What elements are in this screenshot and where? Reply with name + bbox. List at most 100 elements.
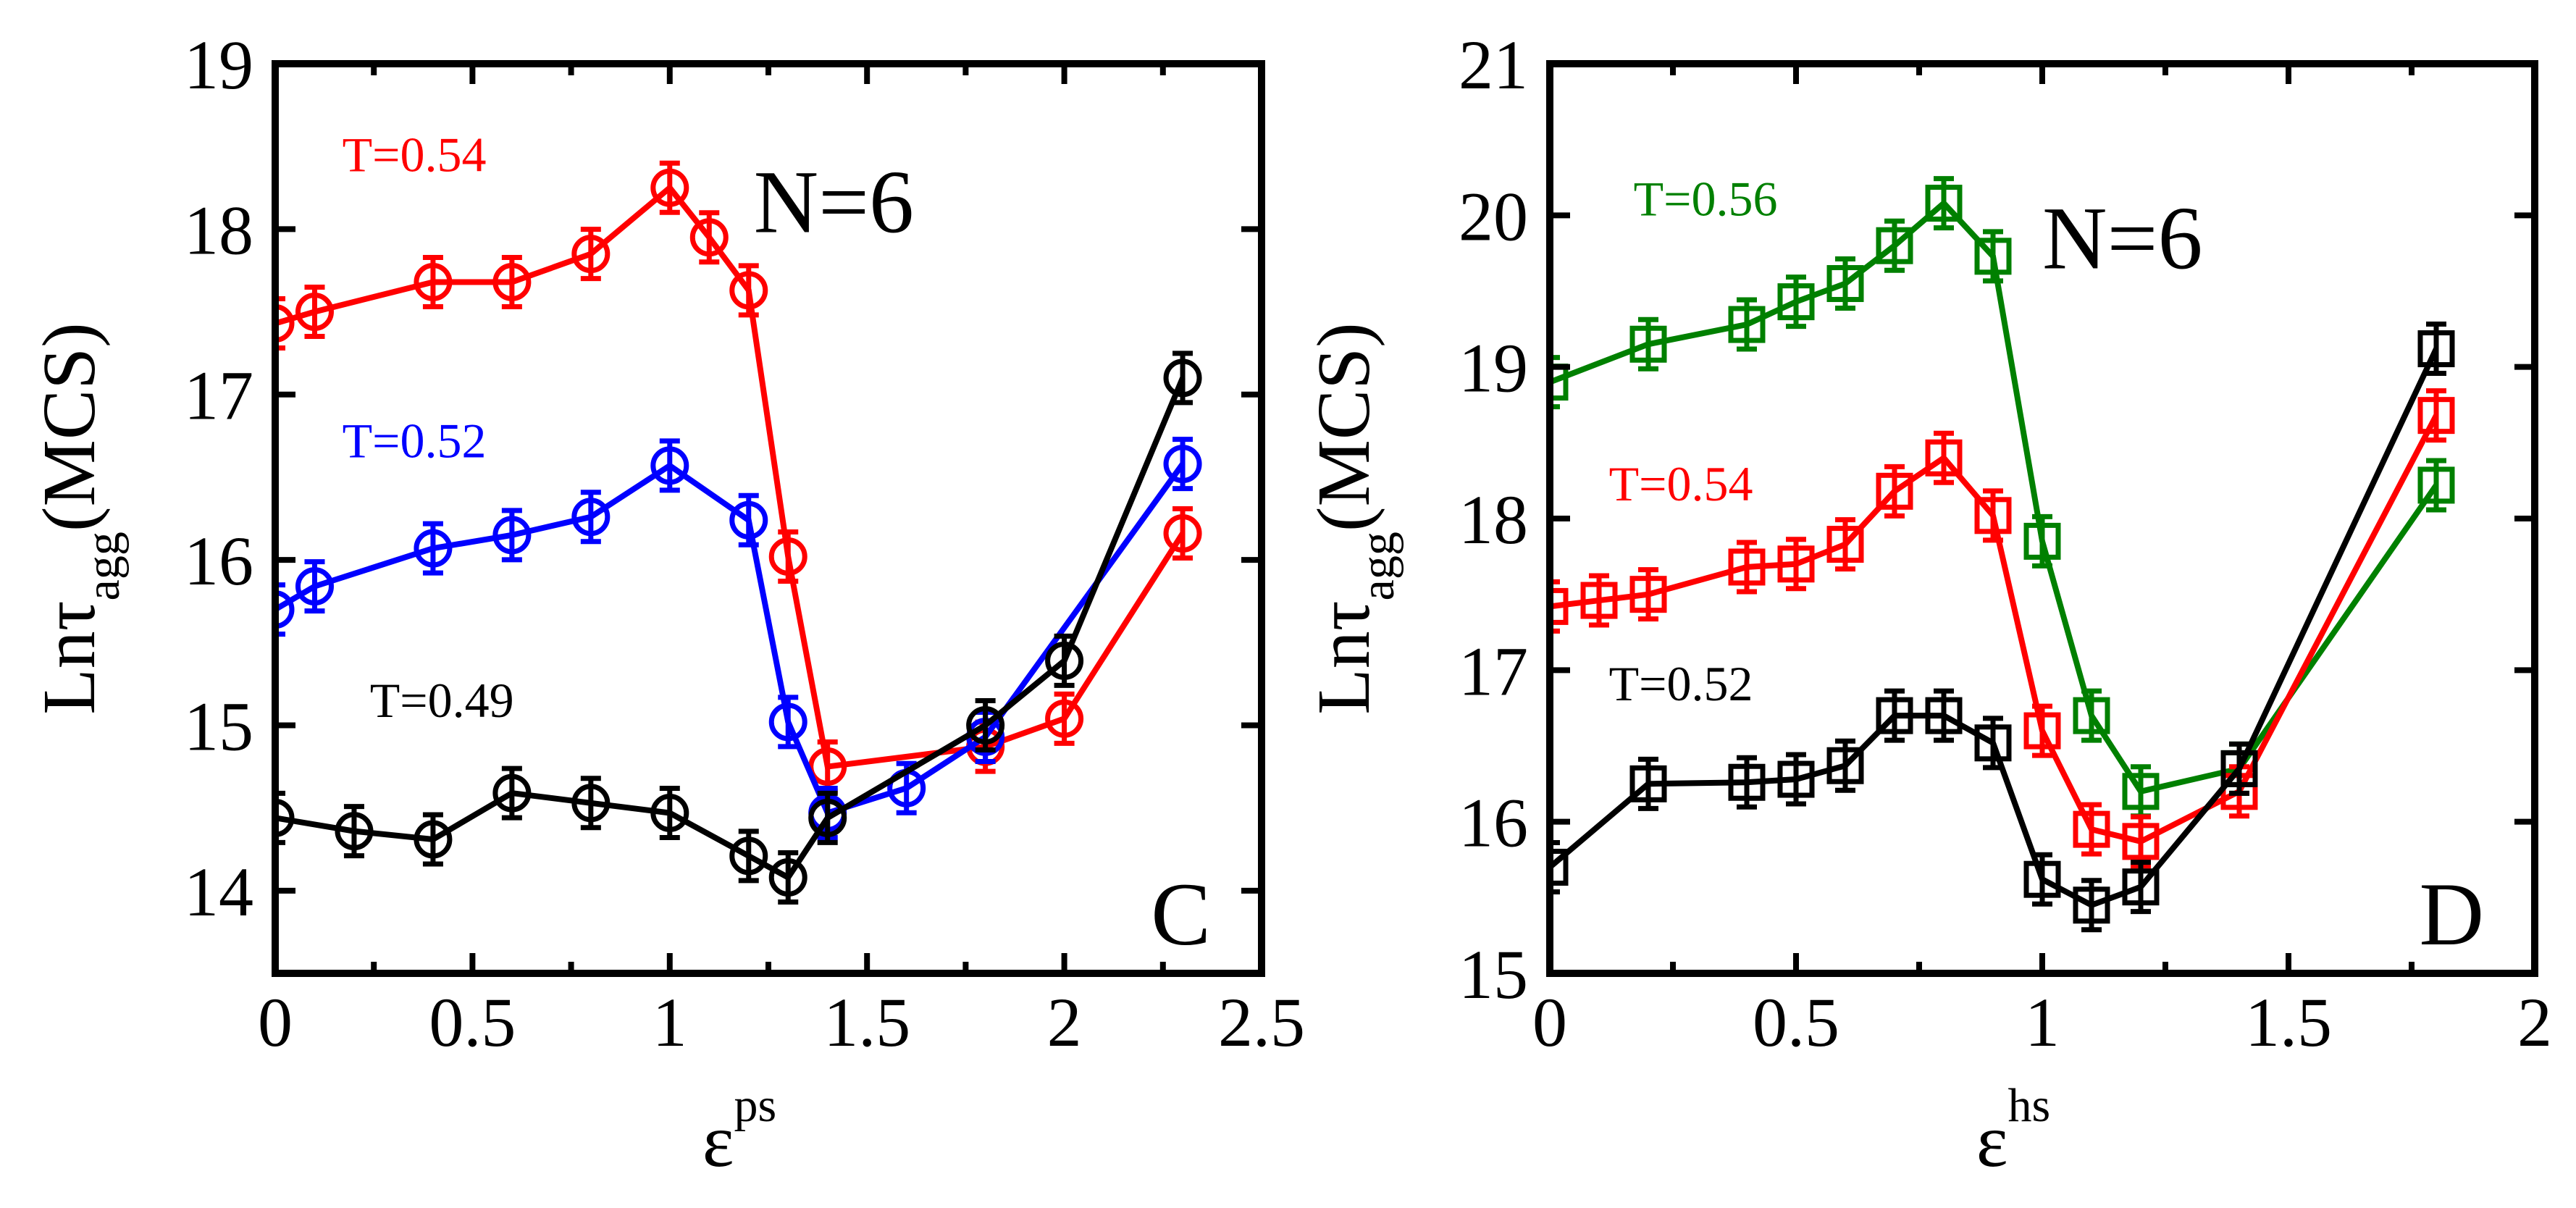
marker-square xyxy=(2073,697,2110,734)
marker-square xyxy=(2220,750,2258,787)
data-point xyxy=(492,508,532,563)
data-point xyxy=(2073,878,2110,933)
data-point xyxy=(1728,540,1766,595)
marker-circle xyxy=(1163,358,1202,398)
x-tick-label: 2 xyxy=(2517,983,2552,1061)
data-point xyxy=(768,529,807,584)
marker-square xyxy=(2023,860,2061,898)
data-point xyxy=(2023,852,2061,907)
data-point xyxy=(1629,316,1667,372)
marker-square xyxy=(1826,747,1864,784)
y-tick-label: 18 xyxy=(1459,481,1528,558)
marker-square xyxy=(1580,582,1618,619)
y-tick-label: 16 xyxy=(184,522,253,600)
data-point xyxy=(1163,506,1202,561)
y-tick-label: 20 xyxy=(1459,177,1528,255)
marker-circle xyxy=(768,702,807,742)
data-point xyxy=(275,790,295,845)
data-point xyxy=(414,254,453,309)
y-tick-label: 17 xyxy=(184,357,253,435)
data-point xyxy=(768,695,807,750)
marker-square xyxy=(1826,265,1864,303)
series-label: T=0.54 xyxy=(343,127,487,182)
marker-circle xyxy=(492,516,532,555)
marker-square xyxy=(1876,472,1913,510)
marker-circle xyxy=(571,498,611,537)
y-tick-label: 14 xyxy=(184,853,253,931)
data-point xyxy=(650,160,689,215)
y-tick-label: 19 xyxy=(184,26,253,104)
x-tick-label: 0 xyxy=(258,983,293,1061)
x-tick-label: 0.5 xyxy=(1753,983,1839,1061)
marker-circle xyxy=(650,168,689,207)
panel-label: C xyxy=(1151,865,1211,964)
y-axis-unit: (MCS) xyxy=(28,322,111,532)
series-T-0_52 xyxy=(275,437,1202,840)
marker-circle xyxy=(571,235,611,274)
marker-circle xyxy=(729,500,768,540)
data-point xyxy=(1925,176,1963,231)
data-point xyxy=(2417,322,2455,377)
x-tick-label: 1 xyxy=(2025,983,2060,1061)
marker-circle xyxy=(1045,641,1084,680)
marker-square xyxy=(1550,848,1569,886)
data-point xyxy=(1163,437,1202,492)
data-point xyxy=(1826,738,1864,793)
marker-square xyxy=(1925,697,1963,734)
marker-square xyxy=(1728,548,1766,586)
data-point xyxy=(335,804,374,859)
series-T-0_52 xyxy=(1550,322,2455,933)
data-point xyxy=(571,227,611,282)
data-point xyxy=(1550,579,1569,634)
data-point xyxy=(1777,537,1815,592)
marker-circle xyxy=(729,271,768,310)
y-axis-main: Lnτ xyxy=(1302,600,1385,714)
marker-circle xyxy=(966,705,1005,744)
data-point xyxy=(650,785,689,840)
data-point xyxy=(2073,688,2110,743)
data-point xyxy=(295,559,334,614)
marker-square xyxy=(2417,466,2455,504)
marker-square xyxy=(1728,763,1766,801)
marker-circle xyxy=(650,446,689,485)
n-annotation: N=6 xyxy=(754,152,914,251)
data-point xyxy=(2073,802,2110,857)
plot-area xyxy=(1550,176,2455,933)
marker-circle xyxy=(1163,514,1202,553)
marker-circle xyxy=(768,858,807,897)
marker-circle xyxy=(295,567,334,606)
data-point xyxy=(729,263,768,318)
x-axis-superscript: hs xyxy=(2007,1079,2050,1132)
series-label: T=0.56 xyxy=(1634,171,1778,226)
series-line xyxy=(275,462,1186,817)
x-axis-symbol: ε xyxy=(702,1099,734,1183)
data-point xyxy=(1629,567,1667,622)
marker-square xyxy=(1550,587,1569,625)
y-tick-label: 18 xyxy=(184,191,253,269)
y-tick-label: 15 xyxy=(1459,936,1528,1013)
data-point xyxy=(1629,756,1667,811)
series-T-0_54 xyxy=(1550,388,2455,869)
y-tick-label: 15 xyxy=(184,687,253,765)
marker-circle xyxy=(808,798,847,837)
panel-c: T=0.54 T=0.52 T=0.49 0 0.5 1 1.5 2 2.5 14 15 16 17 18… xyxy=(28,26,1305,1183)
marker-circle xyxy=(414,262,453,301)
marker-square xyxy=(2122,868,2160,906)
data-point xyxy=(1925,688,1963,743)
data-point xyxy=(768,850,807,905)
x-tick-label: 0 xyxy=(1532,983,1567,1061)
x-axis-symbol: ε xyxy=(1976,1099,2008,1183)
data-point xyxy=(571,776,611,831)
marker-square xyxy=(2073,886,2110,924)
data-point xyxy=(414,812,453,867)
marker-square xyxy=(1777,545,1815,583)
marker-square xyxy=(1876,227,1913,264)
y-tick-label: 16 xyxy=(1459,784,1528,862)
marker-square xyxy=(1777,760,1815,798)
plot-area xyxy=(275,160,1202,905)
marker-circle xyxy=(295,293,334,332)
y-axis-title: Lnτagg(MCS) xyxy=(28,322,130,715)
marker-square xyxy=(1925,439,1963,477)
data-point xyxy=(1550,355,1569,410)
